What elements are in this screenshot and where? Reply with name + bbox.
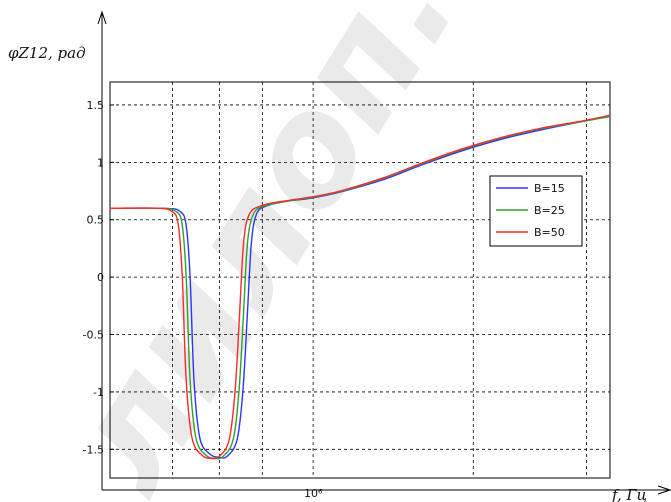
y-tick-label: -1.5 — [83, 443, 104, 456]
series-line-b-15 — [109, 115, 611, 459]
watermark: лилоп. — [32, 0, 491, 502]
y-tick-label: 1 — [97, 156, 104, 169]
y-tick-label: -1 — [93, 386, 104, 399]
y-axis-label: φZ12, рад — [8, 44, 86, 62]
watermark-text: лилоп. — [32, 0, 491, 502]
y-axis-arrow-head — [97, 10, 107, 25]
legend-label: B=25 — [534, 204, 565, 217]
y-tick-labels: 1.5 1 0.5 0 -0.5 -1 -1.5 — [83, 99, 114, 456]
series-layer — [109, 114, 611, 460]
y-tick-label: -0.5 — [83, 329, 104, 342]
x-axis-arrow-head — [657, 485, 671, 495]
plot-area — [109, 81, 611, 479]
series-line-b-50 — [109, 114, 611, 460]
legend: B=15 B=25 B=50 — [489, 175, 583, 247]
legend-entries: B=15 B=25 B=50 — [496, 182, 565, 239]
legend-label: B=15 — [534, 182, 565, 195]
axis-arrows — [97, 10, 671, 495]
y-tick-label: 0.5 — [87, 214, 105, 227]
x-axis-label: f, Гц — [611, 486, 647, 502]
x-tick-label: 10⁶ — [304, 487, 323, 500]
legend-label: B=50 — [534, 226, 565, 239]
y-tick-label: 0 — [97, 271, 104, 284]
y-tick-label: 1.5 — [87, 99, 105, 112]
